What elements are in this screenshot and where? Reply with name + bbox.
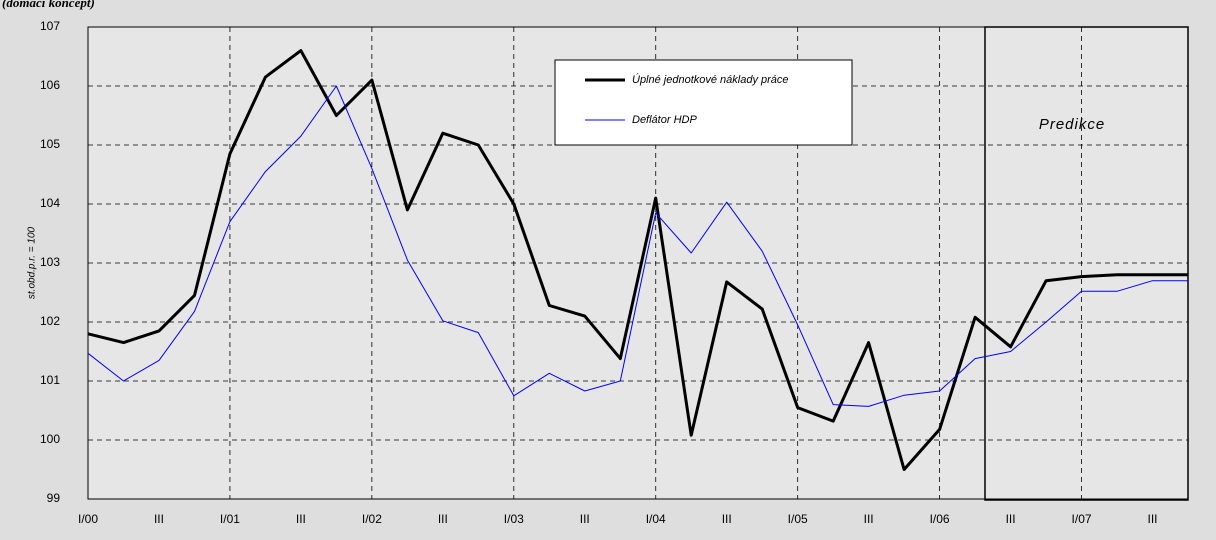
legend-label: Deflátor HDP <box>632 114 697 126</box>
x-tick-label: I/05 <box>788 512 808 526</box>
y-tick-label: 104 <box>40 196 60 210</box>
y-tick-label: 105 <box>40 137 60 151</box>
x-tick-label: I/03 <box>504 512 524 526</box>
legend-label: Úplné jednotkové náklady práce <box>632 73 789 86</box>
x-tick-label: III <box>722 512 732 526</box>
y-tick-label: 101 <box>40 373 60 387</box>
x-tick-label: I/07 <box>1072 512 1092 526</box>
x-tick-label: III <box>154 512 164 526</box>
y-tick-label: 102 <box>40 314 60 328</box>
y-tick-label: 100 <box>40 432 60 446</box>
x-tick-label: I/01 <box>220 512 240 526</box>
y-tick-label: 99 <box>47 491 61 505</box>
series-line <box>87 49 1188 471</box>
x-tick-label: III <box>1148 512 1158 526</box>
x-tick-label: I/02 <box>362 512 382 526</box>
x-tick-label: I/04 <box>646 512 666 526</box>
y-tick-label: 107 <box>40 19 60 33</box>
x-tick-label: III <box>296 512 306 526</box>
subtitle: (domácí koncept) <box>2 0 95 10</box>
x-tick-label: III <box>580 512 590 526</box>
prediction-box <box>984 26 1189 501</box>
x-tick-label: I/06 <box>930 512 950 526</box>
x-tick-label: III <box>1006 512 1016 526</box>
series-line <box>87 85 1188 407</box>
x-tick-label: I/00 <box>78 512 98 526</box>
prediction-label: Predikce <box>1039 116 1105 133</box>
y-axis-label: st.obd.p.r. = 100 <box>27 226 38 299</box>
x-tick-label: III <box>438 512 448 526</box>
legend <box>554 59 853 146</box>
x-tick-label: III <box>864 512 874 526</box>
y-tick-label: 106 <box>40 78 60 92</box>
y-tick-label: 103 <box>40 255 60 269</box>
